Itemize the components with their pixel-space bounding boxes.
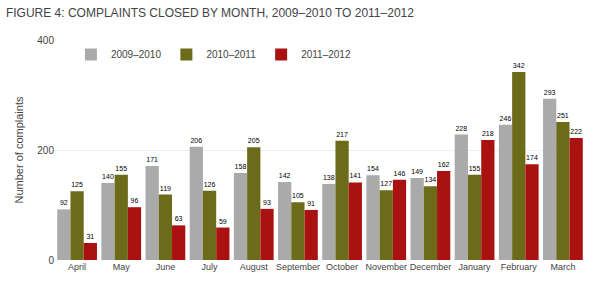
- svg-text:218: 218: [482, 130, 494, 137]
- svg-text:134: 134: [425, 176, 437, 183]
- svg-text:251: 251: [557, 112, 569, 119]
- svg-text:146: 146: [394, 170, 406, 177]
- svg-text:59: 59: [219, 218, 227, 225]
- svg-text:155: 155: [469, 165, 481, 172]
- svg-text:2011–2012: 2011–2012: [301, 49, 351, 60]
- svg-text:31: 31: [86, 233, 94, 240]
- svg-text:205: 205: [248, 137, 260, 144]
- svg-text:December: December: [410, 262, 452, 272]
- svg-text:222: 222: [570, 128, 582, 135]
- svg-text:105: 105: [292, 192, 304, 199]
- svg-text:154: 154: [367, 165, 379, 172]
- svg-text:FIGURE 4: COMPLAINTS CLOSED BY: FIGURE 4: COMPLAINTS CLOSED BY MONTH, 20…: [6, 6, 414, 20]
- svg-text:September: September: [276, 262, 320, 272]
- svg-text:October: October: [326, 262, 358, 272]
- svg-text:March: March: [550, 262, 575, 272]
- svg-text:96: 96: [131, 197, 139, 204]
- svg-text:119: 119: [160, 185, 171, 192]
- svg-text:Number of complaints: Number of complaints: [13, 96, 25, 203]
- svg-text:142: 142: [279, 172, 291, 179]
- svg-text:May: May: [113, 262, 131, 272]
- svg-text:400: 400: [37, 35, 54, 46]
- svg-text:July: July: [202, 262, 219, 272]
- svg-text:126: 126: [204, 181, 216, 188]
- svg-text:158: 158: [235, 163, 247, 170]
- svg-text:92: 92: [60, 199, 68, 206]
- svg-text:206: 206: [190, 137, 202, 144]
- svg-text:217: 217: [336, 131, 348, 138]
- svg-text:125: 125: [71, 181, 83, 188]
- svg-text:January: January: [459, 262, 492, 272]
- svg-text:174: 174: [526, 154, 538, 161]
- svg-text:293: 293: [544, 89, 556, 96]
- svg-text:138: 138: [323, 174, 335, 181]
- svg-text:140: 140: [102, 173, 114, 180]
- svg-text:228: 228: [455, 125, 467, 132]
- svg-text:April: April: [68, 262, 86, 272]
- svg-text:155: 155: [115, 165, 127, 172]
- svg-text:0: 0: [48, 255, 54, 266]
- svg-text:2010–2011: 2010–2011: [206, 49, 256, 60]
- svg-text:November: November: [365, 262, 407, 272]
- svg-text:127: 127: [380, 180, 392, 187]
- svg-text:June: June: [156, 262, 176, 272]
- svg-text:93: 93: [263, 199, 271, 206]
- svg-text:August: August: [240, 262, 269, 272]
- svg-text:91: 91: [307, 200, 315, 207]
- svg-text:342: 342: [513, 62, 525, 69]
- svg-text:171: 171: [146, 156, 158, 163]
- svg-text:February: February: [501, 262, 538, 272]
- svg-text:2009–2010: 2009–2010: [111, 49, 161, 60]
- svg-text:200: 200: [37, 145, 54, 156]
- svg-text:149: 149: [411, 168, 423, 175]
- svg-text:63: 63: [175, 215, 183, 222]
- svg-text:246: 246: [500, 115, 512, 122]
- svg-text:141: 141: [349, 172, 361, 179]
- svg-text:162: 162: [438, 161, 450, 168]
